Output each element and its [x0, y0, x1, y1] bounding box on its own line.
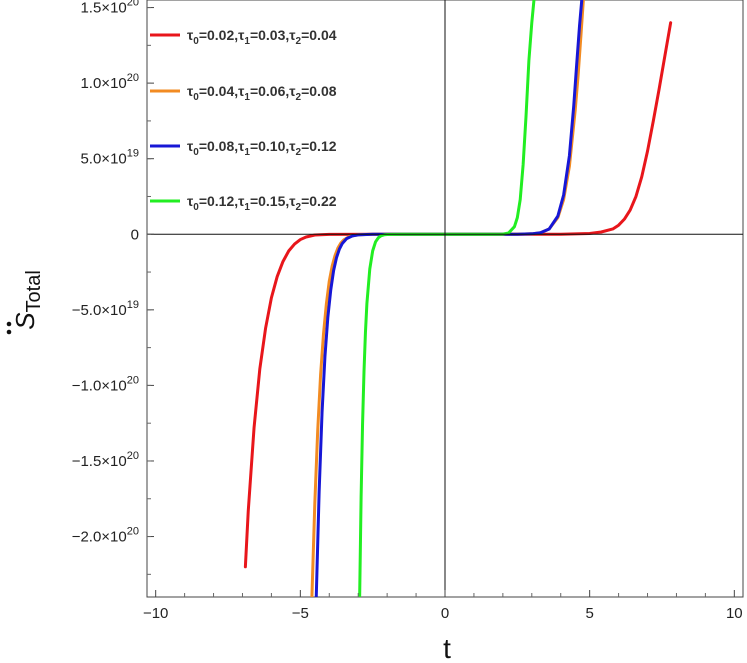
legend-label-2: τ0=0.04,τ1=0.06,τ2=0.08: [187, 83, 337, 103]
series-line-3: [314, 0, 584, 597]
axes-layer: [147, 0, 743, 597]
legend-subscript: 1: [244, 36, 250, 47]
series-line-2: [310, 0, 585, 597]
legend-label-1: τ0=0.02,τ1=0.03,τ2=0.04: [187, 27, 337, 47]
legend-symbol: τ: [238, 27, 245, 43]
y-tick-mantissa: 5.0×10: [80, 151, 126, 168]
x-tick-label: −10: [143, 605, 168, 622]
legend-value: =0.22: [301, 193, 337, 209]
series-line-1: [243, 21, 673, 569]
legend-symbol: τ: [238, 138, 245, 154]
legend-subscript: 0: [193, 202, 199, 213]
y-tick-mantissa: −1.0×10: [72, 377, 127, 394]
legend-symbol: τ: [238, 83, 245, 99]
legend-symbol: τ: [289, 83, 296, 99]
legend-value: =0.12: [301, 138, 337, 154]
legend-value: =0.12,: [199, 193, 238, 209]
legend-symbol: τ: [187, 138, 194, 154]
y-tick-label: −1.0×1020: [72, 374, 139, 394]
legend-label-4: τ0=0.12,τ1=0.15,τ2=0.22: [187, 193, 337, 213]
y-tick-label: 1.5×1020: [80, 0, 139, 17]
legend-symbol: τ: [289, 27, 296, 43]
ticks-layer: −10 −5 0 5 101.5×10201.0×10205.0×10190−5.0×1…: [72, 0, 743, 622]
legend-value: =0.10,: [250, 138, 289, 154]
y-tick-label: −2.0×1020: [72, 526, 139, 546]
legend-symbol: τ: [187, 193, 194, 209]
legend-symbol: τ: [289, 193, 296, 209]
legend-value: =0.04,: [199, 83, 238, 99]
x-tick-label: 0: [441, 605, 449, 622]
legend-symbol: τ: [238, 193, 245, 209]
y-tick-mantissa: −2.0×10: [72, 529, 127, 546]
legend-subscript: 0: [193, 92, 199, 103]
y-tick-label: 0: [131, 226, 139, 243]
legend-subscript: 2: [296, 92, 302, 103]
y-axis-title-text: STotal: [10, 270, 45, 330]
legend: τ0=0.02,τ1=0.03,τ2=0.04τ0=0.04,τ1=0.06,τ…: [150, 27, 337, 213]
y-tick-exponent: 19: [127, 299, 139, 311]
legend-subscript: 0: [193, 147, 199, 158]
legend-value: =0.04: [301, 27, 337, 43]
legend-subscript: 1: [244, 92, 250, 103]
y-tick-mantissa: 0: [131, 226, 139, 243]
y-tick-mantissa: 1.0×10: [80, 75, 126, 92]
legend-value: =0.08,: [199, 138, 238, 154]
x-axis-title: t: [443, 633, 451, 663]
legend-subscript: 1: [244, 147, 250, 158]
y-axis-title-dot: [6, 329, 12, 335]
y-tick-label: −5.0×1019: [72, 299, 139, 319]
y-axis-title-sub: Total: [23, 270, 45, 312]
y-tick-exponent: 19: [127, 148, 139, 160]
legend-subscript: 0: [193, 36, 199, 47]
legend-value: =0.06,: [250, 83, 289, 99]
legend-subscript: 2: [296, 36, 302, 47]
y-tick-exponent: 20: [127, 374, 139, 386]
y-tick-mantissa: −1.5×10: [72, 453, 127, 470]
legend-symbol: τ: [187, 83, 194, 99]
y-axis-title-dot: [6, 321, 12, 327]
x-tick-label: 5: [585, 605, 593, 622]
legend-value: =0.15,: [250, 193, 289, 209]
x-tick-label: −5: [292, 605, 309, 622]
legend-subscript: 1: [244, 202, 250, 213]
series-line-4: [358, 0, 536, 597]
y-axis-title: STotal: [6, 270, 45, 335]
y-tick-label: 5.0×1019: [80, 148, 139, 168]
y-tick-mantissa: 1.5×10: [80, 0, 126, 17]
y-tick-label: −1.5×1020: [72, 450, 139, 470]
y-tick-exponent: 20: [127, 450, 139, 462]
legend-value: =0.02,: [199, 27, 238, 43]
legend-symbol: τ: [187, 27, 194, 43]
y-tick-exponent: 20: [127, 526, 139, 538]
x-tick-label: 10: [726, 605, 743, 622]
y-tick-label: 1.0×1020: [80, 72, 139, 92]
legend-symbol: τ: [289, 138, 296, 154]
legend-label-3: τ0=0.08,τ1=0.10,τ2=0.12: [187, 138, 337, 158]
legend-value: =0.08: [301, 83, 337, 99]
legend-subscript: 2: [296, 202, 302, 213]
y-tick-exponent: 20: [127, 72, 139, 84]
y-tick-exponent: 20: [127, 0, 139, 9]
y-axis-title-base: S: [10, 312, 40, 330]
legend-value: =0.03,: [250, 27, 289, 43]
legend-subscript: 2: [296, 147, 302, 158]
y-tick-mantissa: −5.0×10: [72, 302, 127, 319]
